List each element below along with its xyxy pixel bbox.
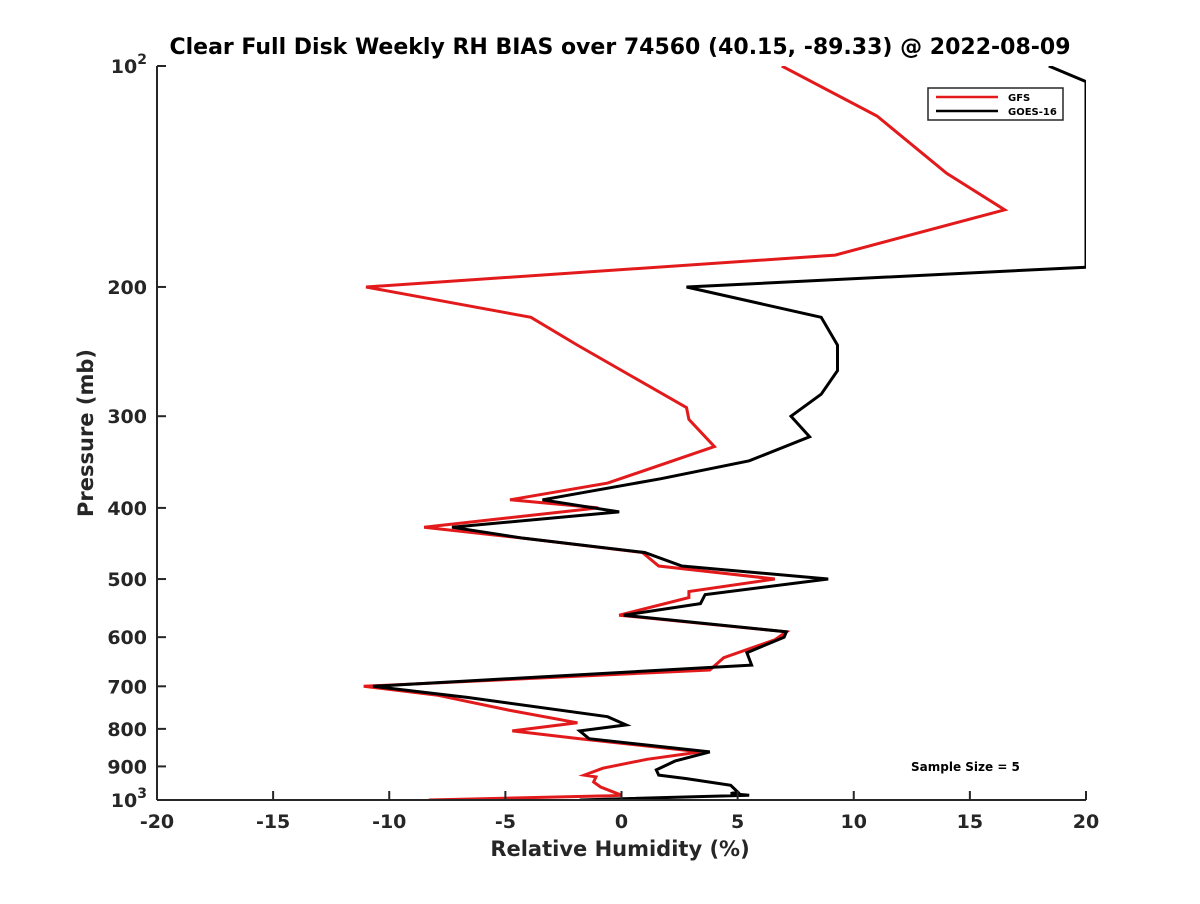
y-tick-label: 103 [111,786,147,812]
x-tick-label: -20 [140,811,174,833]
x-tick-label: 20 [1073,811,1099,833]
axes: -20 -15 -10 -5 0 5 10 15 20 102 200 300 400 500 600 700… [107,52,1099,833]
legend-box [927,87,1064,121]
y-tick-label: 600 [107,627,147,649]
x-tick-label: -15 [256,811,290,833]
series-line-goes-16 [372,66,1086,800]
x-tick-label: 5 [731,811,744,833]
y-tick-label: 300 [107,406,147,428]
chart-title: Clear Full Disk Weekly RH BIAS over 7456… [169,35,1070,60]
legend: GFS GOES-16 [927,87,1064,121]
x-tick-label: -10 [372,811,406,833]
plot-area [363,66,1086,800]
y-tick-label: 800 [107,719,147,741]
y-tick-label: 102 [111,52,147,78]
legend-label: GFS [1008,93,1030,104]
y-tick-label: 700 [107,676,147,698]
y-tick-label: 500 [107,569,147,591]
x-axis-label: Relative Humidity (%) [490,837,749,861]
x-tick-label: -5 [495,811,516,833]
y-tick-label: 900 [107,756,147,778]
x-tick-label: 10 [841,811,867,833]
y-tick-label: 400 [107,498,147,520]
y-tick-label: 200 [107,277,147,299]
legend-label: GOES-16 [1008,107,1057,118]
y-axis-label: Pressure (mb) [74,349,98,517]
x-tick-label: 0 [615,811,628,833]
x-tick-label: 15 [957,811,983,833]
series-line-gfs [363,66,1009,800]
sample-size-annotation: Sample Size = 5 [911,760,1020,774]
